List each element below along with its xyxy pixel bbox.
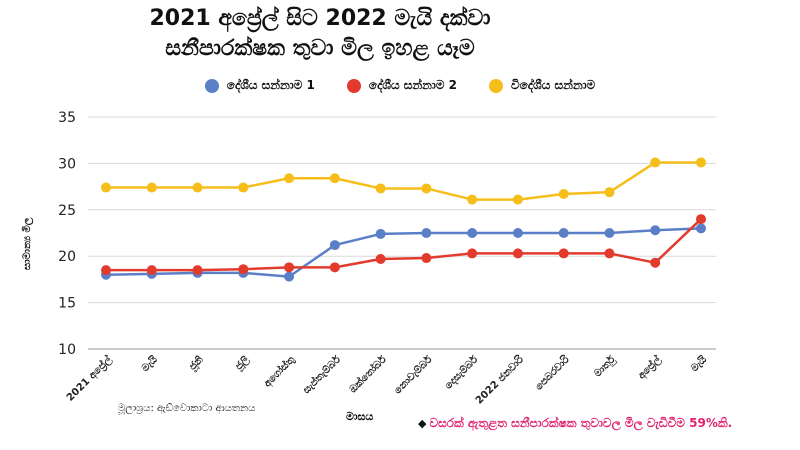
data-point-series-0 [467, 228, 478, 238]
chart-title-line2: සනීපාරක්ෂක තුවා මිල ඉහළ යෑම [165, 36, 475, 61]
x-tick-label: සැප්තැම්බර් [300, 352, 344, 396]
data-point-series-2 [650, 157, 661, 168]
chart-title-line1: 2021 අප්‍රේල් සිට 2022 මැයි දක්වා [149, 6, 491, 31]
data-point-series-0 [375, 228, 386, 239]
data-point-series-1 [467, 248, 478, 259]
x-tick-label: අප්‍රේල් [635, 352, 665, 382]
legend-marker-foreign-brand [489, 78, 503, 93]
note-marker: ◆ [418, 417, 427, 430]
data-point-series-2 [512, 194, 523, 205]
data-point-series-2 [696, 157, 706, 168]
series-line-1 [106, 218, 702, 272]
legend-label-local-brand-2: දේශීය සන්නාම 2 [368, 78, 457, 92]
series-line-0 [105, 227, 702, 278]
data-point-series-0 [329, 240, 340, 251]
note-text: වසරක් ඇතුළත සනීපාරක්ෂක තුවාවල මිල වැඩිවී… [429, 416, 733, 430]
data-point-series-2 [421, 183, 432, 194]
legend-item-local-brand-2: දේශීය සන්නාම 2 [346, 78, 457, 93]
data-point-series-2 [558, 189, 569, 200]
data-point-series-1 [375, 253, 386, 264]
series-points [101, 157, 706, 282]
data-point-series-2 [238, 182, 249, 193]
data-point-series-2 [192, 182, 203, 193]
data-point-series-0 [284, 271, 295, 282]
x-tick-label: ඔක්තෝබර් [346, 352, 389, 395]
data-point-series-1 [604, 248, 615, 259]
y-tick-label: 35 [58, 110, 76, 126]
x-tick-label: ජූනි [186, 354, 206, 374]
x-tick-label: මැයි [139, 353, 160, 374]
data-point-series-2 [284, 173, 295, 184]
data-point-series-1 [512, 248, 523, 259]
data-point-series-2 [604, 187, 615, 198]
data-point-series-1 [284, 262, 295, 273]
legend: දේශීය සන්නාම 1 දේශීය සන්නාම 2 විදේශීය සන… [0, 78, 800, 93]
data-point-series-1 [101, 265, 111, 276]
legend-marker-local-brand-1 [204, 78, 219, 93]
y-tick-label: 15 [58, 296, 76, 312]
y-tick-label: 10 [58, 342, 76, 358]
legend-item-local-brand-1: දේශීය සන්නාම 1 [204, 78, 315, 93]
x-tick-label: අගෝස්තු [261, 352, 299, 390]
data-point-series-1 [558, 248, 569, 259]
x-tick-label: 2022 ජනවාරි [472, 352, 526, 406]
highlight-note: ◆ වසරක් ඇතුළත සනීපාරක්ෂක තුවාවල මිල වැඩිව… [418, 416, 732, 431]
legend-marker-local-brand-2 [346, 78, 361, 93]
data-point-series-1 [146, 265, 157, 276]
series-line-2 [106, 161, 701, 201]
data-point-series-2 [467, 194, 478, 205]
data-point-series-1 [329, 262, 340, 273]
y-tick-label: 30 [58, 156, 76, 172]
data-point-series-0 [558, 228, 569, 238]
gridlines [88, 116, 716, 350]
y-axis-ticks: 35 30 25 20 15 10 [58, 110, 76, 358]
data-point-series-0 [650, 225, 661, 236]
data-point-series-0 [604, 228, 615, 238]
data-point-series-2 [146, 182, 157, 193]
x-tick-label: මාර්තු [591, 352, 619, 380]
x-tick-label: නොවැම්බර් [391, 352, 435, 396]
x-tick-label: මැයි [688, 353, 709, 374]
x-axis-label: මාසය [346, 410, 374, 423]
source-note: මූලාශ්‍රය: ඇඩ්වොකාටා ආයතනය [118, 403, 256, 414]
y-tick-label: 25 [58, 203, 76, 219]
legend-label-local-brand-1: දේශීය සන්නාම 1 [226, 78, 315, 92]
y-tick-label: 20 [58, 249, 76, 265]
x-axis-ticks: 2021 අප්‍රේල් මැයි ජූනි ජූලි අගෝස්තු සැප්තැම්… [63, 352, 709, 406]
data-point-series-1 [696, 214, 706, 225]
data-point-series-2 [329, 173, 340, 184]
x-tick-label: දෙසැම්බර් [442, 352, 482, 392]
series-lines [105, 161, 702, 278]
data-point-series-2 [375, 183, 386, 194]
data-point-series-0 [696, 223, 706, 234]
data-point-series-1 [650, 257, 661, 268]
data-point-series-2 [101, 182, 111, 193]
legend-label-foreign-brand: විදේශීය සන්නාම [511, 78, 596, 92]
x-tick-label: 2021 අප්‍රේල් [63, 352, 115, 404]
x-tick-label: ජූලි [233, 353, 253, 373]
data-point-series-0 [421, 228, 432, 238]
legend-item-foreign-brand: විදේශීය සන්නාම [489, 78, 595, 93]
data-point-series-1 [421, 253, 432, 264]
y-axis-label: සාමාන්‍ය මිල [22, 217, 33, 270]
data-point-series-1 [192, 265, 203, 276]
data-point-series-1 [238, 264, 249, 275]
x-tick-label: පෙබරවාරි [532, 352, 572, 392]
data-point-series-0 [512, 228, 523, 238]
